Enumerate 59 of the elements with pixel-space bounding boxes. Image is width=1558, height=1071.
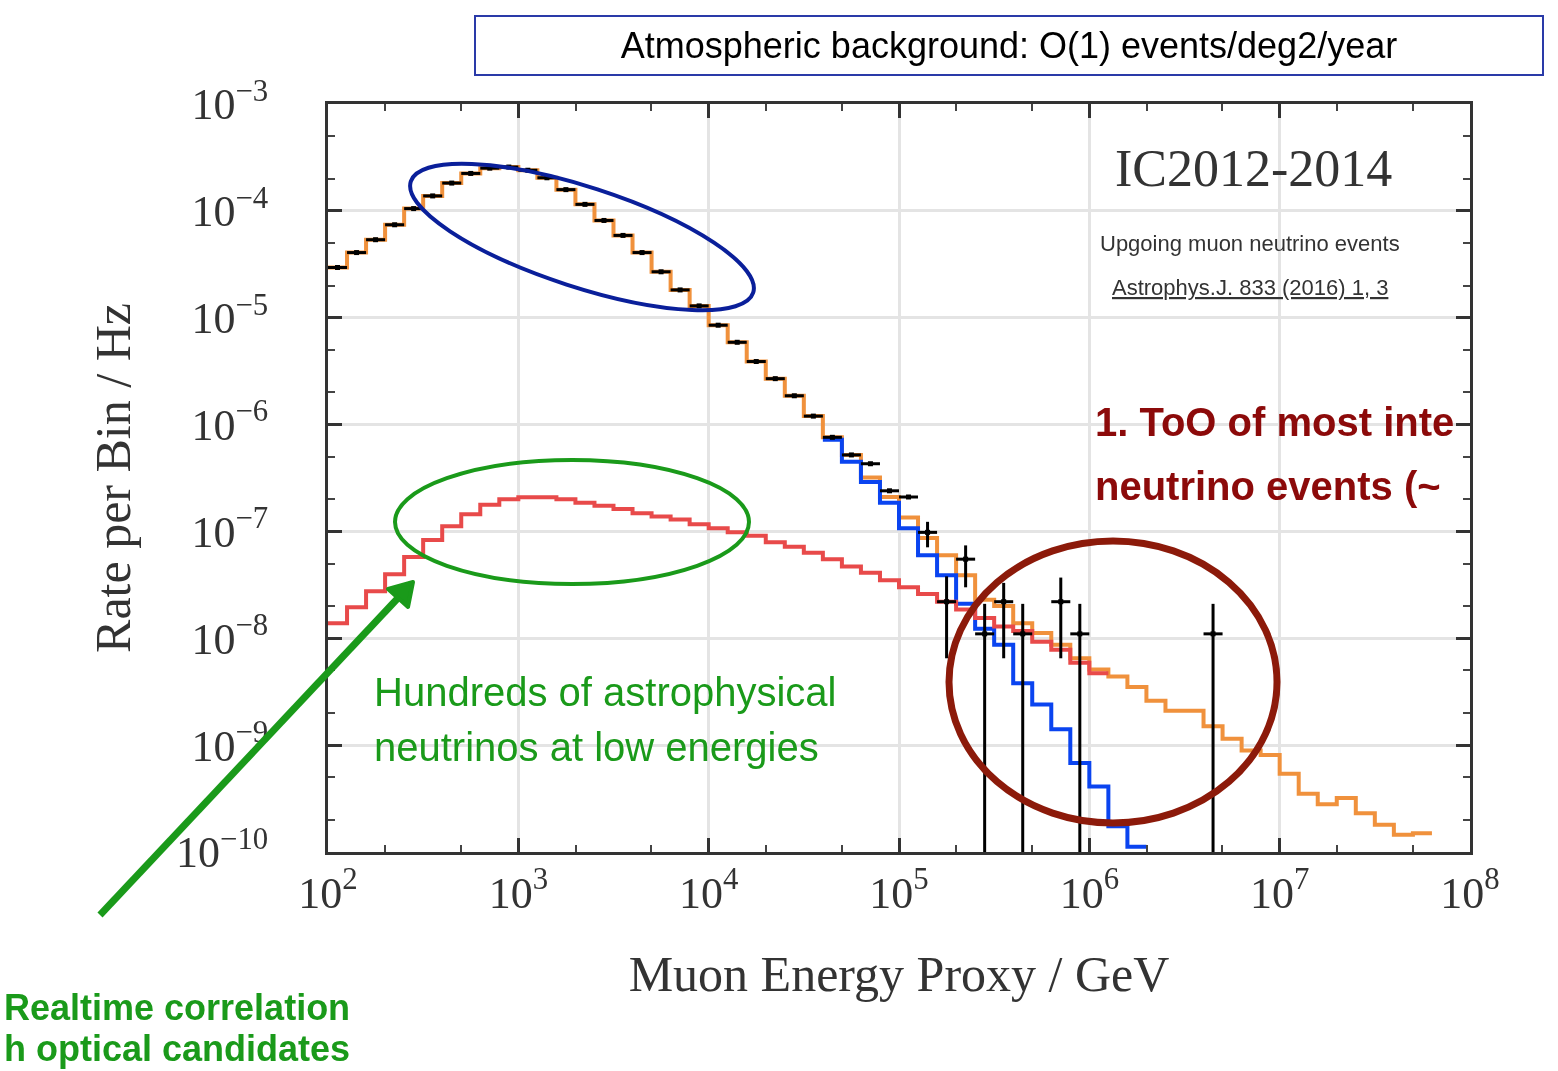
y-tick-label: 10$^{−6}$ xyxy=(191,394,269,450)
point xyxy=(563,187,569,193)
x-tick-label: 10$^{5}$ xyxy=(869,862,929,918)
point xyxy=(582,201,588,207)
point xyxy=(430,193,436,199)
point xyxy=(1001,599,1007,605)
x-tick-label: 10$^{7}$ xyxy=(1249,862,1310,918)
annotation: IC2012-2014 xyxy=(1115,140,1393,197)
annotation: Upgoing muon neutrino events xyxy=(1100,231,1400,256)
point xyxy=(963,556,969,562)
x-tick-label: 10$^{4}$ xyxy=(678,862,739,918)
point xyxy=(867,461,873,467)
point xyxy=(925,529,931,535)
y-tick-label: 10$^{−5}$ xyxy=(191,287,269,344)
annotation: 1. ToO of most inte xyxy=(1095,400,1455,444)
point xyxy=(411,206,417,212)
point xyxy=(620,232,626,238)
point xyxy=(677,287,683,293)
annotation: neutrino events (~ xyxy=(1095,464,1441,508)
x-tick-label: 10$^{3}$ xyxy=(488,862,549,918)
text: Realtime correlation xyxy=(4,987,351,1028)
x-tick-label: 10$^{6}$ xyxy=(1059,862,1120,918)
point xyxy=(468,170,474,176)
y-tick-label: 10$^{−7}$ xyxy=(191,501,269,557)
annotation: Astrophys.J. 833 (2016) 1, 3 xyxy=(1112,275,1389,300)
point xyxy=(944,599,950,605)
point xyxy=(392,222,398,228)
chart-title: Atmospheric background: O(1) events/deg2/year xyxy=(620,25,1398,66)
point xyxy=(639,250,645,256)
point xyxy=(810,413,816,419)
x-axis-title: Muon Energy Proxy / GeV xyxy=(628,946,1170,1003)
annotation: neutrinos at low energies xyxy=(374,725,819,769)
y-tick-label: 10$^{−10}$ xyxy=(176,821,269,878)
point xyxy=(982,631,988,637)
point xyxy=(449,180,455,186)
y-tick-label: 10$^{−8}$ xyxy=(191,608,269,664)
point xyxy=(601,217,607,223)
x-tick-label: 10$^{8}$ xyxy=(1440,862,1500,918)
point xyxy=(658,269,664,275)
point xyxy=(715,322,721,328)
point xyxy=(753,359,759,365)
y-axis-title: Rate per Bin / Hz xyxy=(85,303,142,653)
point xyxy=(734,339,740,345)
x-tick-label: 10$^{2}$ xyxy=(298,862,358,918)
point xyxy=(848,452,854,458)
point xyxy=(906,494,912,500)
point xyxy=(772,376,778,382)
point xyxy=(886,488,892,494)
point xyxy=(696,303,702,309)
point xyxy=(1020,631,1026,637)
point xyxy=(829,434,835,440)
y-tick-label: 10$^{−3}$ xyxy=(191,73,269,130)
point xyxy=(335,265,341,271)
y-tick-label: 10$^{−4}$ xyxy=(191,180,269,237)
point xyxy=(354,250,360,256)
point xyxy=(791,393,797,399)
point xyxy=(373,237,379,243)
text: h optical candidates xyxy=(4,1028,351,1069)
annotation: Hundreds of astrophysical xyxy=(374,670,837,714)
